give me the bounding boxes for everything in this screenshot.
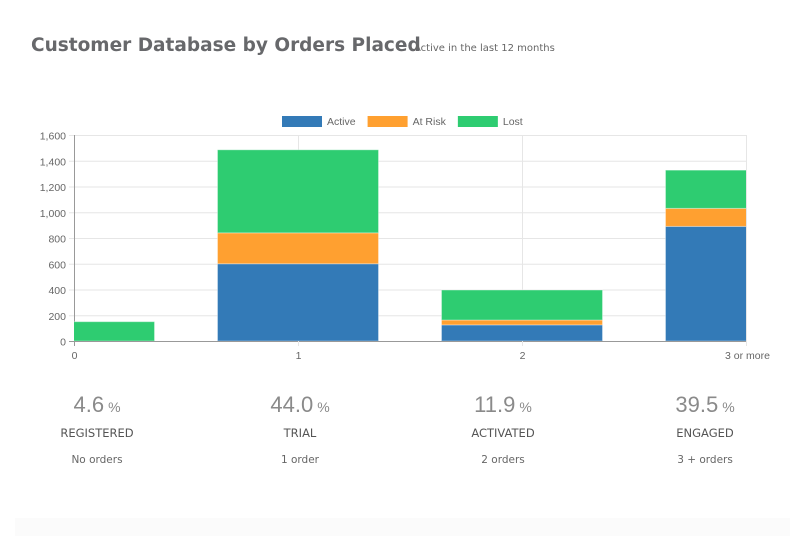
y-tick-label: 800 (48, 234, 66, 246)
legend-swatch-at-risk (367, 116, 408, 127)
stat-unit: % (519, 399, 532, 415)
stat-label: ENGAGED (676, 426, 734, 440)
stat-percent: 39.5% (605, 392, 805, 418)
bar-lost (665, 169, 746, 209)
stat-label: TRIAL (283, 426, 317, 440)
bars-group (74, 149, 746, 341)
y-tick-label: 1,200 (40, 182, 66, 194)
bar-lost (441, 289, 603, 321)
y-tick-label: 0 (60, 337, 66, 349)
bar-lost (217, 149, 379, 234)
bar-active (217, 263, 379, 341)
stat-activated: 11.9% ACTIVATED 2 orders (403, 392, 603, 466)
legend-swatch-lost (457, 116, 498, 127)
stacked-bar-chart: 0 200 400 600 800 1,000 1,200 1,400 1,600 0 1 2 3 or… (40, 116, 770, 362)
bar-active (665, 225, 746, 341)
stat-unit: % (317, 399, 330, 415)
y-tick-label: 1,000 (40, 208, 66, 220)
legend-label: At Risk (413, 116, 447, 128)
legend-label: Lost (503, 116, 523, 128)
stat-label: REGISTERED (60, 426, 134, 440)
x-tick-label: 1 (296, 350, 302, 362)
stat-value: 11.9 (474, 392, 516, 417)
footer-bar (15, 518, 790, 536)
y-tick-label: 1,600 (40, 131, 66, 143)
legend-label: Active (327, 116, 356, 128)
stat-sublabel: 2 orders (481, 454, 525, 466)
y-tick-label: 600 (48, 259, 66, 271)
stat-sublabel: No orders (71, 454, 123, 466)
stat-sublabel: 1 order (280, 454, 320, 466)
y-tick-label: 400 (48, 285, 66, 297)
y-tick-label: 200 (48, 311, 66, 323)
stat-unit: % (108, 399, 121, 415)
stat-value: 4.6 (73, 392, 105, 417)
stat-unit: % (722, 399, 735, 415)
stat-value: 44.0 (270, 392, 314, 417)
stat-percent: 4.6% (0, 392, 197, 418)
stat-sublabel: 3 + orders (677, 454, 733, 466)
stat-percent: 44.0% (200, 392, 400, 418)
bar-lost (74, 321, 155, 341)
page-subtitle: Active in the last 12 months (414, 43, 555, 54)
x-tick-label: 3 or more (725, 350, 770, 362)
stat-trial: 44.0% TRIAL 1 order (200, 392, 400, 466)
x-tick-label: 0 (72, 350, 78, 362)
bar-at-risk (665, 207, 746, 227)
bar-at-risk (441, 319, 603, 326)
legend-swatch-active (282, 116, 322, 127)
stat-percent: 11.9% (403, 392, 603, 418)
stat-label: ACTIVATED (471, 426, 535, 440)
stat-value: 39.5 (675, 392, 719, 417)
page-title: Customer Database by Orders Placed (31, 35, 421, 56)
bar-at-risk (217, 232, 379, 265)
stat-registered: 4.6% REGISTERED No orders (0, 392, 197, 466)
bar-active (441, 324, 603, 341)
x-tick-label: 2 (520, 350, 526, 362)
y-tick-label: 1,400 (40, 156, 66, 168)
stat-engaged: 39.5% ENGAGED 3 + orders (605, 392, 805, 466)
